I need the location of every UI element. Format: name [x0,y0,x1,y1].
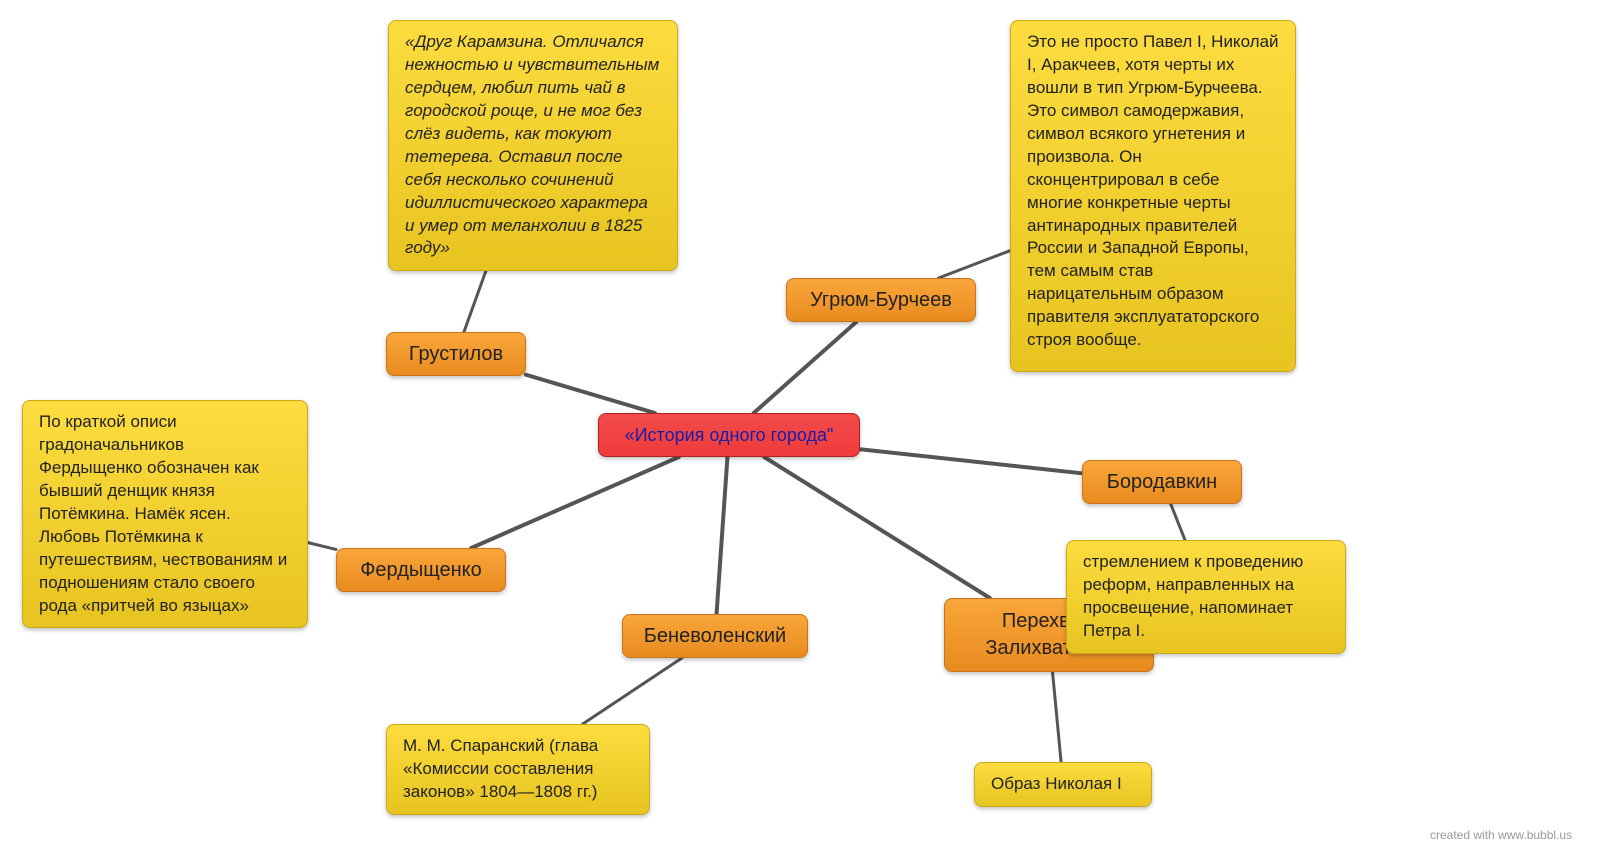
yellow-text: «Друг Карамзина. Отличался нежностью и ч… [405,32,659,257]
orange-node-borodavkin[interactable]: Бородавкин [1082,460,1242,504]
orange-label: Фердыщенко [360,557,482,584]
orange-label: Бородавкин [1107,469,1217,496]
yellow-node-y_perehvat[interactable]: Образ Николая I [974,762,1152,807]
center-label: «История одного города" [625,423,834,447]
yellow-node-y_ferdy[interactable]: По краткой описи градоначальников Фердыщ… [22,400,308,628]
orange-node-grustilov[interactable]: Грустилов [386,332,526,376]
yellow-text: Образ Николая I [991,774,1122,793]
orange-label: Грустилов [409,341,503,368]
orange-label: Угрюм-Бурчеев [810,287,952,314]
yellow-node-y_benevol[interactable]: М. М. Спаранский (глава «Комиссии состав… [386,724,650,815]
yellow-text: стремлением к проведению реформ, направл… [1083,552,1303,640]
orange-node-ugryum[interactable]: Угрюм-Бурчеев [786,278,976,322]
yellow-node-y_borodavkin[interactable]: стремлением к проведению реформ, направл… [1066,540,1346,654]
yellow-node-y_ugryum[interactable]: Это не просто Павел I, Николай I, Аракче… [1010,20,1296,372]
yellow-node-y_grustilov[interactable]: «Друг Карамзина. Отличался нежностью и ч… [388,20,678,271]
orange-node-benevol[interactable]: Беневоленский [622,614,808,658]
yellow-text: М. М. Спаранский (глава «Комиссии состав… [403,736,598,801]
center-node[interactable]: «История одного города" [598,413,860,457]
watermark: created with www.bubbl.us [1430,828,1572,842]
yellow-text: По краткой описи градоначальников Фердыщ… [39,412,287,615]
orange-label: Беневоленский [644,623,786,650]
orange-node-ferdy[interactable]: Фердыщенко [336,548,506,592]
yellow-text: Это не просто Павел I, Николай I, Аракче… [1027,32,1279,349]
